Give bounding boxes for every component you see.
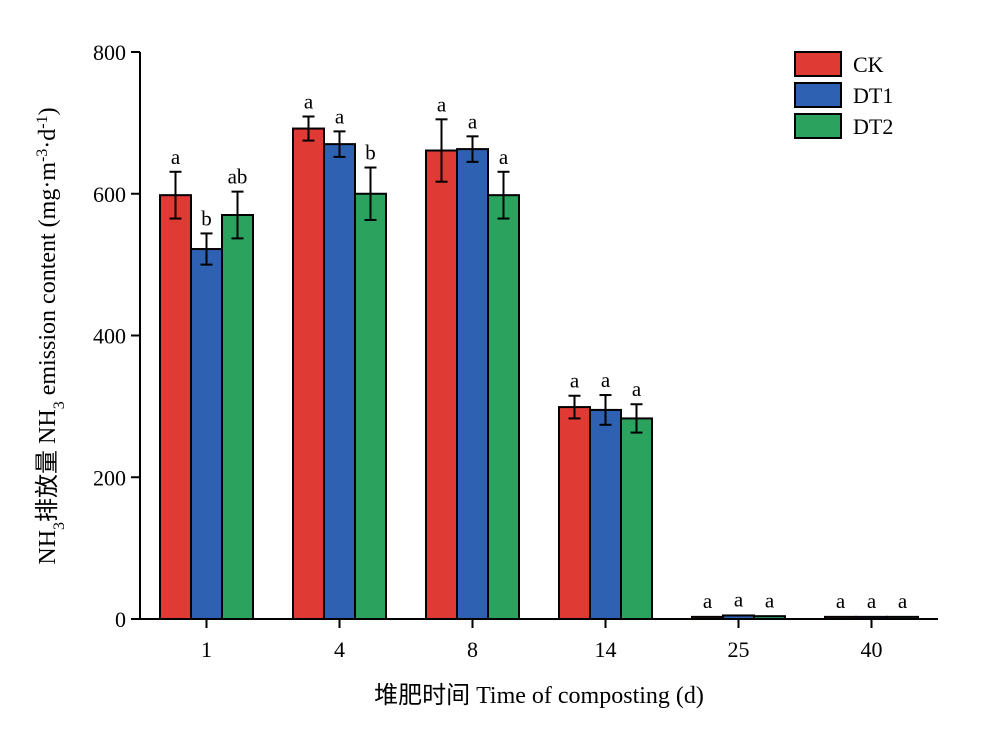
significance-letter: a	[765, 588, 775, 612]
legend-swatch-dt1	[794, 82, 842, 108]
x-tick-label: 1	[201, 637, 212, 662]
x-ticks: 1 4 8 14 25 40	[201, 619, 883, 662]
bar-dt1-day-8	[456, 148, 489, 620]
significance-letter: a	[570, 369, 580, 393]
x-tick-label: 8	[467, 637, 478, 662]
legend-swatch-ck	[794, 51, 842, 77]
bar-dt1-day-14	[589, 408, 622, 621]
significance-letter: a	[703, 589, 713, 613]
bar-dt2-day-14	[620, 417, 653, 620]
x-axis-title: 堆肥时间 Time of composting (d)	[374, 682, 704, 709]
x-tick-label: 40	[861, 637, 883, 662]
significance-letter: a	[836, 589, 846, 613]
significance-letter: a	[468, 109, 478, 133]
significance-letter: a	[437, 92, 447, 116]
significance-letter: a	[632, 377, 642, 401]
significance-letter: a	[304, 89, 314, 113]
y-tick-label: 800	[93, 40, 126, 65]
significance-letter: a	[335, 104, 345, 128]
y-tick-label: 400	[93, 324, 126, 349]
bar-ck-day-4	[292, 127, 325, 620]
bar-ck-day-14	[558, 406, 591, 620]
bar-ck-day-1	[159, 194, 192, 620]
y-tick-label: 0	[115, 607, 126, 632]
bar-dt2-day-8	[487, 194, 520, 620]
y-axis-title: NH3排放量 NH3 emission content (mg·m-3·d-1)	[34, 107, 68, 564]
significance-letter: b	[365, 141, 376, 165]
significance-letter: a	[601, 368, 611, 392]
legend-label-dt2: DT2	[853, 114, 893, 139]
significance-letter: ab	[228, 165, 248, 189]
legend-swatch-dt2	[794, 113, 842, 139]
legend-label-ck: CK	[853, 52, 884, 77]
x-tick-label: 14	[595, 637, 617, 662]
x-tick-label: 4	[334, 637, 345, 662]
significance-letter: a	[867, 589, 877, 613]
bar-dt1-day-4	[323, 143, 356, 620]
significance-letter: b	[201, 206, 212, 230]
bar-ck-day-8	[425, 149, 458, 621]
legend: CK DT1 DT2	[794, 51, 893, 139]
y-tick-label: 200	[93, 465, 126, 490]
legend-label-dt1: DT1	[853, 83, 893, 108]
significance-letter: a	[171, 145, 181, 169]
bar-dt2-day-1	[221, 214, 254, 620]
y-tick-label: 600	[93, 182, 126, 207]
significance-letter: a	[734, 588, 744, 612]
x-tick-label: 25	[728, 637, 750, 662]
y-ticks: 0 200 400 600 800	[93, 40, 140, 632]
bar-dt1-day-1	[190, 248, 223, 620]
bar-dt2-day-4	[354, 192, 387, 620]
significance-letter: a	[499, 145, 509, 169]
significance-letter: a	[898, 589, 908, 613]
